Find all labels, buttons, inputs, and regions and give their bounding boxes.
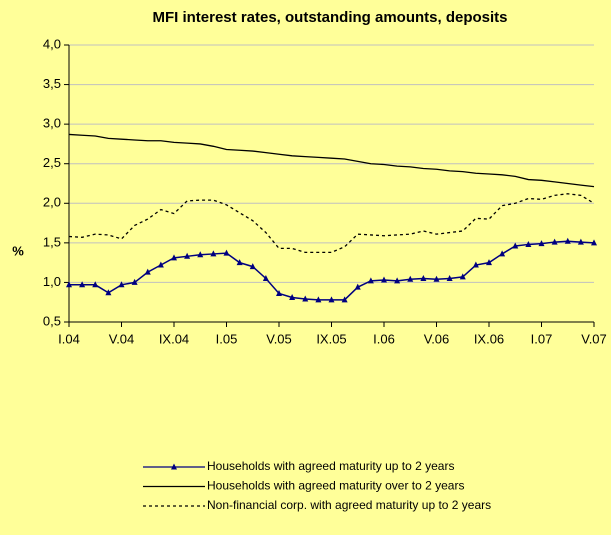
y-tick-label: 4,0	[43, 36, 61, 51]
x-tick-label: V.04	[109, 331, 135, 346]
marker	[512, 242, 519, 249]
marker	[210, 250, 217, 257]
y-tick-label: 2,5	[43, 155, 61, 170]
y-tick-label: 2,0	[43, 195, 61, 210]
x-tick-label: V.06	[424, 331, 450, 346]
x-tick-label: IX.04	[159, 331, 189, 346]
series-line	[68, 133, 595, 188]
x-tick-label: IX.05	[316, 331, 346, 346]
marker	[367, 277, 374, 284]
x-tick-label: I.06	[373, 331, 395, 346]
x-tick-label: I.07	[531, 331, 553, 346]
y-tick-label: 3,5	[43, 76, 61, 91]
x-tick-label: V.07	[581, 331, 607, 346]
marker	[276, 290, 282, 297]
marker	[315, 296, 322, 303]
marker	[236, 259, 243, 266]
x-tick-label: IX.06	[474, 331, 504, 346]
marker	[289, 293, 296, 300]
y-tick-label: 1,5	[43, 234, 61, 249]
x-tick-label: I.04	[58, 331, 80, 346]
marker	[328, 296, 335, 303]
chart-title: MFI interest rates, outstanding amounts,…	[152, 9, 507, 26]
marker	[66, 281, 72, 288]
marker	[551, 238, 558, 245]
marker	[223, 249, 230, 256]
marker	[249, 263, 256, 270]
marker	[171, 254, 177, 261]
legend-label: Households with agreed maturity up to 2 …	[207, 459, 454, 473]
marker	[407, 275, 414, 282]
marker	[381, 276, 387, 283]
y-tick-label: 1,0	[43, 274, 61, 289]
marker	[302, 295, 309, 302]
marker	[420, 274, 427, 281]
marker	[486, 259, 492, 266]
marker	[525, 240, 532, 247]
marker	[79, 281, 86, 288]
marker	[118, 281, 125, 288]
marker	[459, 273, 466, 280]
marker	[538, 240, 545, 247]
marker	[591, 239, 597, 246]
marker	[577, 238, 584, 245]
legend-marker	[171, 463, 177, 470]
y-axis-label: %	[12, 243, 24, 258]
marker	[157, 261, 164, 268]
marker	[394, 277, 401, 284]
marker	[144, 268, 151, 275]
marker	[499, 250, 506, 257]
marker	[472, 261, 479, 268]
marker	[92, 281, 99, 288]
marker	[262, 274, 269, 281]
x-tick-label: V.05	[266, 331, 292, 346]
marker	[564, 237, 571, 244]
marker	[446, 274, 453, 281]
x-tick-label: I.05	[216, 331, 238, 346]
marker	[354, 283, 361, 290]
marker	[197, 251, 204, 258]
marker	[131, 278, 138, 285]
marker	[433, 275, 440, 282]
y-tick-label: 0,5	[43, 313, 61, 328]
series-line	[68, 193, 595, 254]
marker	[184, 252, 191, 259]
marker	[105, 289, 112, 296]
marker	[341, 296, 348, 303]
y-tick-label: 3,0	[43, 116, 61, 131]
legend-label: Non-financial corp. with agreed maturity…	[207, 498, 491, 512]
legend-label: Households with agreed maturity over to …	[207, 479, 464, 493]
